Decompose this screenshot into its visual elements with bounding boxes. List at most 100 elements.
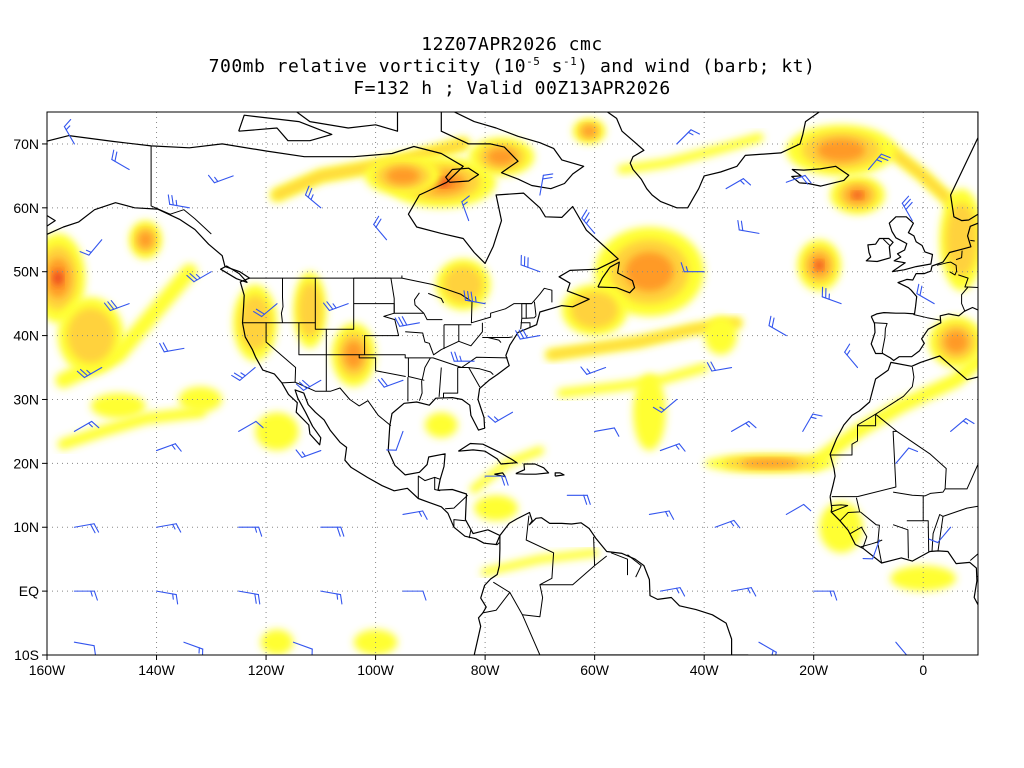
boundary-line-5 — [265, 322, 297, 383]
coastline-hispaniola — [515, 463, 550, 475]
lat-tick-label: 20N — [13, 455, 39, 471]
boundary-line-31 — [414, 292, 425, 314]
boundary-line-73 — [990, 265, 1005, 291]
wind-barb — [461, 195, 470, 222]
vorticity-blob-23 — [890, 565, 957, 592]
wind-barb — [659, 587, 686, 597]
wind-barb — [862, 539, 880, 560]
latitude-axis: 70N 60N 50N 40N 30N 20N 10N EQ 10S — [13, 136, 47, 663]
lon-tick-label: 0 — [919, 662, 927, 678]
wind-barb — [676, 129, 700, 145]
vorticity-blob-6 — [853, 191, 862, 199]
vorticity-band-4 — [557, 362, 709, 398]
boundary-line-55 — [857, 430, 897, 498]
wind-barb — [950, 418, 975, 432]
boundary-line-72 — [968, 286, 978, 294]
wind-barbs — [63, 118, 975, 655]
boundary-line-67 — [913, 314, 941, 321]
wind-barb — [76, 366, 103, 379]
boundary-line-45 — [627, 554, 642, 578]
boundary-line-37 — [445, 494, 468, 510]
boundary-line-12 — [390, 278, 443, 321]
wind-barb — [594, 427, 620, 437]
boundary-line-57 — [850, 526, 868, 548]
vorticity-band-2 — [272, 139, 468, 200]
boundary-line-66 — [873, 322, 888, 354]
wind-barb — [785, 174, 812, 185]
vorticity-blob-29 — [90, 393, 146, 419]
map-frame — [46, 111, 979, 656]
coastline-greenland — [606, 112, 820, 209]
wind-barb — [377, 377, 404, 388]
coastline-great-britain — [888, 216, 934, 273]
wind-barb — [322, 301, 349, 312]
wind-barb — [566, 494, 591, 505]
wind-barb — [520, 254, 541, 273]
wind-barb — [802, 413, 823, 432]
vorticity-band-1 — [57, 406, 207, 450]
wind-barb — [484, 475, 509, 486]
lat-tick-label: 10S — [14, 647, 39, 663]
lon-tick-label: 80W — [471, 662, 501, 678]
vorticity-blob-28 — [178, 386, 223, 413]
boundary-line-53 — [831, 504, 849, 513]
wind-barb — [238, 590, 261, 605]
coastlines — [47, 112, 1005, 655]
wind-barb — [155, 590, 179, 605]
vorticity-blob-3 — [581, 125, 597, 137]
boundary-line-44 — [610, 552, 628, 576]
wind-barb — [73, 590, 98, 601]
lat-tick-label: 50N — [13, 264, 39, 280]
coastline-europe — [870, 112, 978, 362]
boundary-line-64 — [942, 505, 978, 561]
boundary-line-0 — [150, 146, 212, 235]
vorticity-band-9 — [480, 548, 599, 577]
boundary-line-36 — [434, 477, 441, 492]
boundary-line-8 — [298, 322, 327, 392]
wind-barb — [167, 194, 190, 209]
coastline-newfoundland — [597, 261, 636, 294]
vorticity-blob-27 — [704, 316, 738, 355]
wind-barb — [186, 271, 212, 283]
wind-barb — [895, 447, 919, 464]
wind-barb — [238, 420, 264, 432]
boundary-line-47 — [483, 591, 541, 655]
title-line-2-prefix: 700mb relative vorticity (10 — [208, 56, 527, 77]
wind-barb — [402, 590, 427, 601]
vorticity-blob-15 — [740, 459, 799, 468]
wind-barb — [659, 443, 686, 452]
boundary-line-6 — [280, 278, 284, 323]
wind-barb — [183, 641, 204, 655]
wind-barb — [813, 590, 838, 601]
boundary-line-49 — [857, 414, 877, 427]
lon-tick-label: 40W — [690, 662, 720, 678]
boundary-line-58 — [860, 539, 883, 548]
wind-barb — [844, 343, 859, 369]
lat-tick-label: 30N — [13, 391, 39, 407]
boundary-line-54 — [839, 497, 861, 522]
vorticity-blob-8 — [815, 261, 823, 270]
boundary-line-71 — [958, 274, 969, 288]
longitude-axis: 160W 140W 120W 100W 80W 60W 40W 20W 0 — [29, 655, 927, 678]
vorticity-blob-4 — [625, 252, 674, 292]
vorticity-band-5 — [806, 354, 978, 471]
boundary-line-18 — [438, 367, 442, 397]
boundary-line-61 — [906, 520, 930, 552]
wind-barb — [515, 328, 541, 340]
boundary-line-41 — [522, 515, 555, 618]
wind-barb — [304, 185, 322, 209]
boundary-line-30 — [533, 301, 537, 316]
coastline-africa — [829, 355, 978, 606]
wind-barb — [487, 411, 514, 423]
wind-barb — [648, 510, 675, 520]
wind-barb — [785, 503, 812, 516]
wind-barb — [901, 195, 913, 222]
vorticity-blob-26 — [633, 373, 666, 451]
boundary-line-13 — [359, 354, 508, 368]
boundary-line-56 — [859, 511, 883, 564]
coastline-arctic-islands-2 — [238, 114, 333, 142]
coastline-cuba — [457, 442, 518, 465]
wind-barb — [386, 430, 404, 451]
boundary-line-63 — [931, 514, 944, 552]
map-titles: 12Z07APR2026 cmc 700mb relative vorticit… — [0, 34, 1024, 100]
